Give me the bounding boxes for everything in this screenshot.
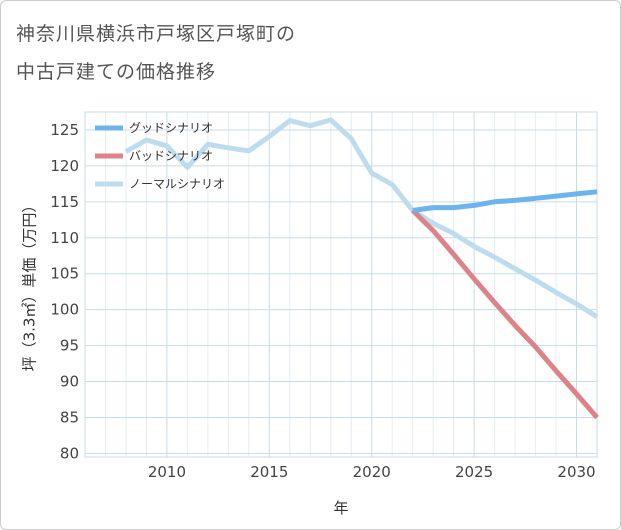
- x-tick-label: 2020: [353, 463, 391, 481]
- y-axis-label: 坪（3.3㎡）単価（万円）: [21, 198, 39, 372]
- chart-title-line2: 中古戸建ての価格推移: [16, 61, 217, 83]
- x-tick-label: 2030: [557, 463, 595, 481]
- chart-title-line1: 神奈川県横浜市戸塚区戸塚町の: [16, 23, 297, 45]
- legend-label: グッドシナリオ: [129, 121, 213, 135]
- plot-border: [84, 111, 598, 458]
- series-line-bad: [410, 208, 599, 420]
- x-tick-label: 2010: [148, 463, 186, 481]
- axes: 80 85 90 95 100 105 110 115 120 125 2010 2015 2020 20…: [50, 111, 598, 481]
- y-tick-label: 100: [50, 301, 79, 319]
- y-tick-label: 90: [60, 373, 79, 391]
- x-tick-label: 2025: [455, 463, 493, 481]
- y-tick-label: 115: [50, 193, 79, 211]
- y-tick-label: 95: [60, 337, 79, 355]
- legend-label: バッドシナリオ: [129, 149, 213, 163]
- y-tick-label: 80: [60, 444, 79, 462]
- y-tick-label: 120: [50, 157, 79, 175]
- y-tick-label: 110: [50, 229, 79, 247]
- series-layer: [124, 117, 599, 420]
- y-tick-label: 125: [50, 121, 79, 139]
- x-axis-label: 年: [333, 499, 348, 517]
- series-line-good: [412, 189, 598, 213]
- y-tick-label: 85: [60, 408, 79, 426]
- x-tick-label: 2015: [250, 463, 288, 481]
- grid: [85, 112, 597, 457]
- series-line-normal: [124, 117, 599, 319]
- y-tick-label: 105: [50, 265, 79, 283]
- legend-label: ノーマルシナリオ: [129, 177, 225, 191]
